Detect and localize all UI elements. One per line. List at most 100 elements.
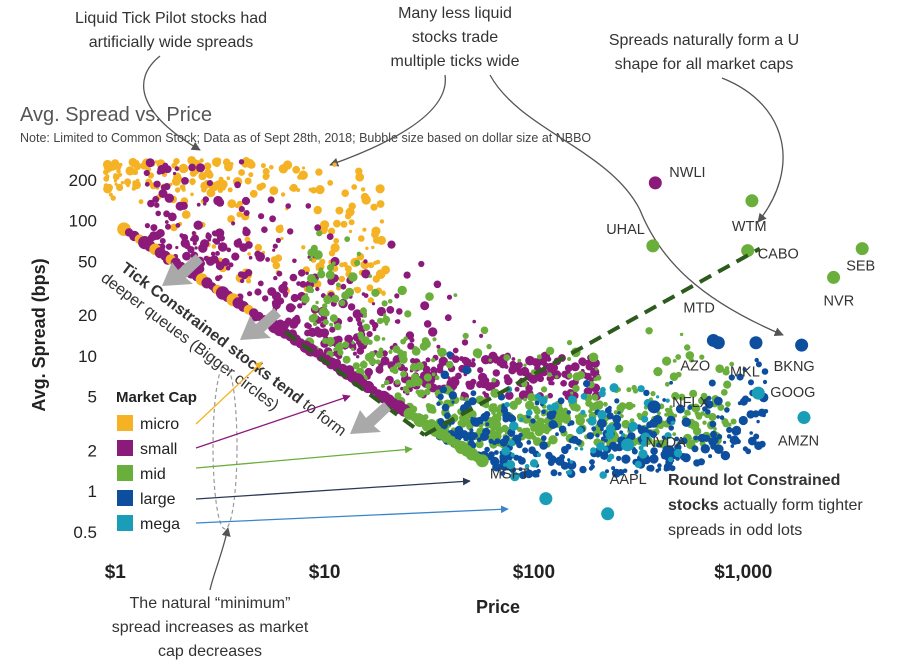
data-point-micro — [224, 162, 233, 172]
point-label: GOOG — [770, 385, 815, 401]
data-point-small — [484, 382, 494, 391]
data-point-mid — [523, 363, 527, 367]
data-point-large — [657, 463, 662, 468]
x-tick-label: $1 — [105, 562, 127, 583]
data-point-mid — [368, 274, 372, 278]
data-point-large — [570, 435, 579, 444]
data-point-small — [560, 380, 567, 387]
data-point-mid — [684, 344, 691, 351]
data-point-mid — [311, 304, 318, 311]
data-point-mid — [373, 334, 381, 342]
data-point-large — [490, 456, 500, 466]
data-point-small — [570, 362, 580, 372]
data-point-mid — [326, 336, 335, 346]
data-point-mid — [567, 373, 573, 379]
data-point-micro — [365, 246, 369, 250]
data-point-small — [194, 246, 198, 250]
data-point-mid — [543, 418, 550, 424]
point-label: AMZN — [778, 434, 819, 450]
data-point-small — [405, 331, 415, 340]
data-point-small — [203, 255, 209, 262]
legend-arrow-mega — [195, 505, 509, 524]
data-point-large — [708, 437, 716, 446]
data-point-large — [637, 425, 647, 435]
data-point-small — [340, 283, 347, 290]
data-point-mid — [715, 364, 724, 374]
data-point-large — [708, 454, 713, 459]
data-point-large — [448, 391, 458, 400]
data-point-micro — [178, 163, 189, 174]
data-point-micro — [289, 183, 298, 192]
data-point-large — [595, 453, 601, 458]
data-point-micro — [187, 156, 196, 165]
data-point-mid — [334, 322, 342, 331]
data-point-large — [482, 427, 491, 436]
legend-swatch-mid — [117, 465, 133, 481]
data-point-mega — [634, 460, 642, 468]
data-point-small — [285, 203, 292, 209]
x-tick-label: $100 — [513, 562, 555, 583]
data-point-micro — [371, 245, 375, 250]
data-point-mid — [342, 355, 351, 364]
data-point-mid — [312, 321, 318, 327]
data-point-mega — [501, 446, 511, 456]
labeled-point-nflx: NFLX — [647, 395, 709, 414]
data-point-micro — [320, 220, 330, 230]
annotation-less-liquid-line3: multiple ticks wide — [391, 53, 520, 70]
data-point-micro — [204, 169, 213, 178]
data-point-small — [472, 319, 477, 324]
data-point-small — [452, 347, 459, 354]
data-point-micro — [358, 235, 365, 242]
data-point-large — [555, 456, 565, 466]
legend-label-micro: micro — [140, 416, 179, 433]
data-point-mid — [397, 349, 404, 356]
point-label: NVDA — [646, 435, 687, 451]
labeled-point-cabo: CABO — [741, 244, 799, 263]
data-point-large — [732, 425, 742, 435]
data-point-mega — [638, 449, 648, 459]
data-point-small — [403, 367, 409, 372]
annotation-tick-pilot-line2: artificially wide spreads — [89, 34, 254, 51]
data-point-mid — [402, 385, 409, 392]
data-point-mega — [641, 415, 649, 423]
data-point-mid — [361, 319, 365, 323]
data-point-small — [196, 163, 205, 173]
data-point-small — [291, 316, 301, 326]
data-point-mega — [664, 432, 672, 440]
data-point-micro — [203, 162, 212, 170]
data-point-micro — [132, 180, 142, 190]
data-point-small — [363, 293, 369, 298]
data-point-mega — [605, 430, 615, 440]
data-point-mid — [308, 257, 313, 262]
data-point-micro — [360, 187, 366, 192]
data-point-large — [530, 418, 536, 424]
data-point-micro — [249, 189, 258, 198]
data-point-mega — [603, 446, 609, 452]
data-point-mid — [626, 387, 632, 393]
data-point-large — [604, 438, 608, 443]
point-label: NFLX — [672, 395, 709, 411]
data-point-mid — [547, 372, 552, 378]
data-point-large — [674, 436, 680, 442]
data-point-large — [468, 397, 477, 406]
data-point-mid — [375, 359, 381, 365]
annotation-round-lot: Round lot Constrained stocks actually fo… — [668, 472, 863, 539]
data-point-micro — [260, 163, 266, 169]
data-point-small — [143, 169, 150, 177]
data-point-micro — [367, 262, 375, 269]
point-label: SEB — [846, 259, 875, 275]
data-point-micro — [262, 168, 270, 175]
data-point-small — [583, 387, 593, 396]
data-point-micro — [125, 166, 135, 176]
y-axis-label: Avg. Spread (bps) — [29, 258, 49, 411]
data-point-large — [669, 380, 673, 385]
data-point-mid — [462, 332, 469, 339]
data-point-micro — [351, 184, 358, 190]
data-point-mid — [327, 264, 334, 272]
data-point-large — [634, 469, 639, 474]
data-point-micro — [244, 236, 251, 243]
data-points — [102, 156, 769, 482]
data-point-mid — [384, 322, 389, 326]
data-point-small — [206, 180, 213, 187]
data-point-micro — [114, 182, 118, 186]
